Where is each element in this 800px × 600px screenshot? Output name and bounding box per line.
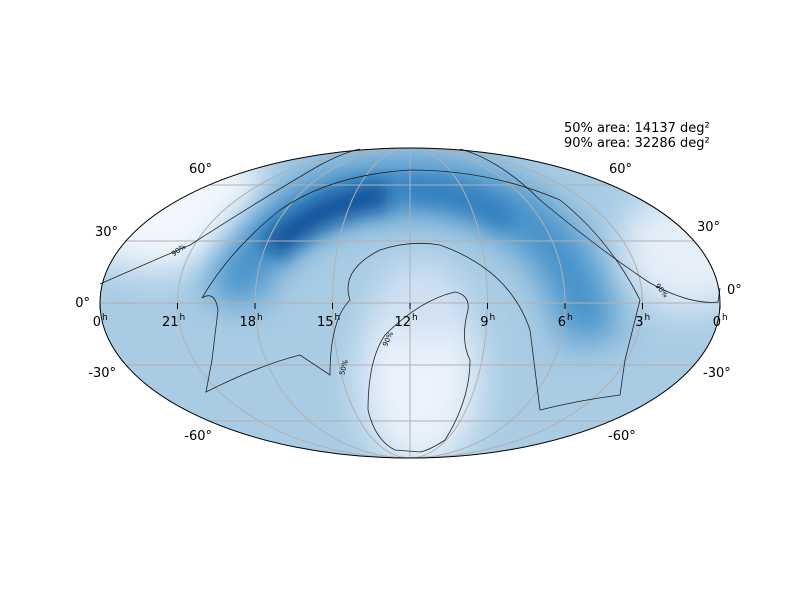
ra-label: 3 <box>635 315 643 330</box>
ra-label: 15 <box>317 315 334 330</box>
ra-label: 0 <box>93 315 101 330</box>
dec-label: 30° <box>95 225 118 240</box>
dec-label: -30° <box>703 366 731 381</box>
dec-label: -60° <box>184 429 212 444</box>
contour-label: 50% <box>338 359 350 376</box>
dec-label: 60° <box>609 162 632 177</box>
ra-label: 21 <box>162 315 179 330</box>
ra-label-suffix: h <box>722 313 728 323</box>
ra-label-suffix: h <box>490 313 496 323</box>
ra-label: 9 <box>480 315 488 330</box>
contours <box>99 148 721 453</box>
ra-label-suffix: h <box>257 313 263 323</box>
dec-label: -30° <box>88 366 116 381</box>
ra-label-suffix: h <box>645 313 651 323</box>
ra-label-suffix: h <box>567 313 573 323</box>
dec-labels: 60° 30° 0° -30° -60° 60° 30° 0° -30° -60… <box>75 162 742 444</box>
area-annotation: 90% area: 32286 deg² <box>564 136 710 151</box>
ra-label: 18 <box>239 315 256 330</box>
probability-map <box>100 148 720 458</box>
dec-label: 0° <box>727 283 742 298</box>
ra-label: 12 <box>394 315 411 330</box>
ra-label-suffix: h <box>102 313 108 323</box>
ra-label: 6 <box>558 315 566 330</box>
ra-label: 0 <box>713 315 721 330</box>
dec-label: -60° <box>608 429 636 444</box>
ra-labels: 0 h 21 h 18 h 15 h 12 h 9 h 6 h 3 h 0 h <box>93 303 728 330</box>
ra-label-suffix: h <box>412 313 418 323</box>
dec-label: 0° <box>75 296 90 311</box>
dec-label: 30° <box>697 220 720 235</box>
ra-label-suffix: h <box>180 313 186 323</box>
ra-label-suffix: h <box>335 313 341 323</box>
dec-label: 60° <box>189 162 212 177</box>
area-annotation: 50% area: 14137 deg² <box>564 121 710 136</box>
